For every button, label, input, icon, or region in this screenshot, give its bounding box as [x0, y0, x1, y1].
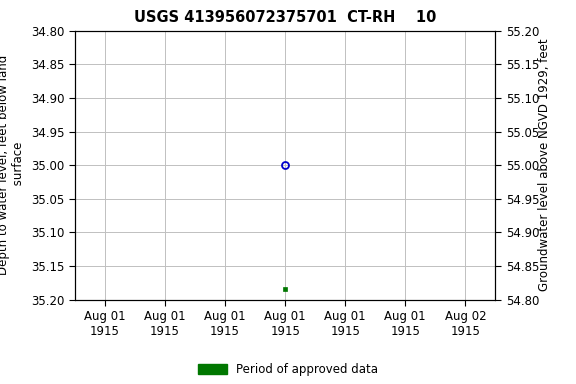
Title: USGS 413956072375701  CT-RH    10: USGS 413956072375701 CT-RH 10 — [134, 10, 436, 25]
Y-axis label: Groundwater level above NGVD 1929, feet: Groundwater level above NGVD 1929, feet — [539, 39, 551, 291]
Y-axis label: Depth to water level, feet below land
 surface: Depth to water level, feet below land su… — [0, 55, 25, 275]
Legend: Period of approved data: Period of approved data — [198, 363, 378, 376]
